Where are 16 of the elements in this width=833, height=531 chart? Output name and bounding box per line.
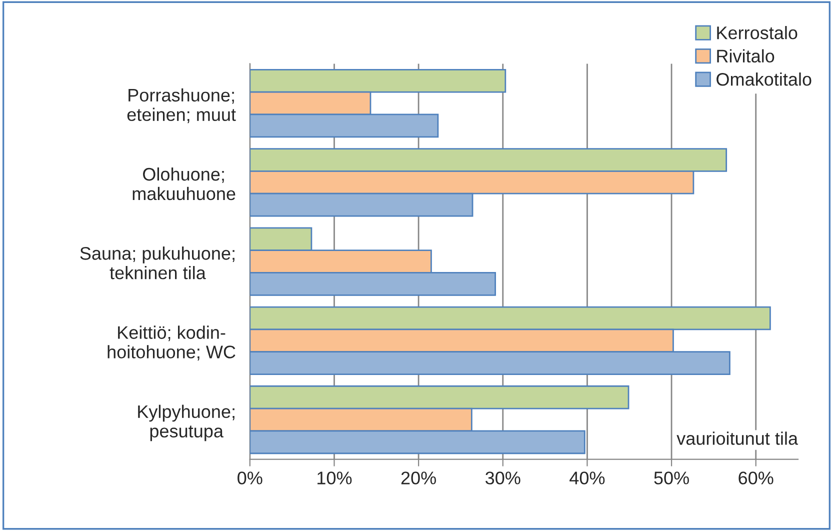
x-tick-label: 40% [570, 472, 605, 484]
y-tick-label: Olohuone; makuuhuone [132, 167, 236, 200]
legend-label: Omakotitalo [716, 72, 812, 86]
legend-label: Kerrostalo [717, 26, 798, 40]
legend-label: Rivitalo [717, 49, 774, 63]
x-tick-label: 60% [738, 472, 774, 484]
x-tick-label: 0% [238, 472, 262, 484]
x-tick-label: 20% [401, 472, 436, 484]
y-tick-label: Sauna; pukuhuone; tekninen tila [80, 246, 234, 280]
y-tick-label: Keittiö; kodin- hoitohuone; WC [108, 326, 236, 361]
x-tick-label: 30% [485, 472, 520, 484]
x-tick-label: 10% [318, 472, 352, 484]
y-tick-label: Kylpyhuone; pesutupa [138, 404, 234, 442]
x-tick-label: 50% [654, 472, 689, 484]
y-tick-label: Porrashuone; eteinen; muut [127, 88, 236, 124]
x-axis-title: vaurioitunut tila [676, 432, 798, 445]
